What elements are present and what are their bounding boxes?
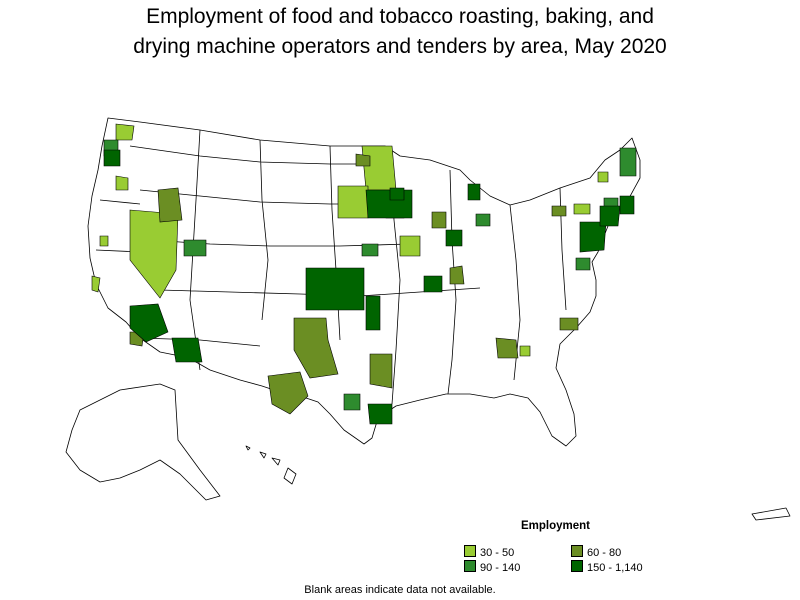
area-georgia-north [495, 337, 519, 359]
title-line-2: drying machine operators and tenders by … [133, 35, 667, 58]
legend-label-90-140: 90 - 140 [480, 562, 521, 574]
area-oregon-central [115, 175, 129, 191]
shaded-areas [91, 123, 637, 425]
footnote: Blank areas indicate data not available. [304, 584, 496, 596]
area-oklahoma [369, 353, 393, 389]
area-wisconsin-east [389, 187, 405, 201]
area-wisconsin [431, 211, 447, 229]
area-michigan-west [467, 183, 481, 201]
area-missouri [423, 275, 443, 293]
area-texas-central [343, 393, 361, 411]
legend-swatch-60-80 [571, 545, 583, 557]
area-oregon-portland [103, 149, 121, 167]
area-minnesota-south [337, 185, 369, 219]
area-pennsylvania [551, 205, 567, 217]
area-arizona-phoenix [171, 337, 203, 363]
area-virginia [575, 257, 591, 271]
area-kansas [305, 267, 365, 311]
legend-label-60-80: 60 - 80 [587, 547, 622, 559]
area-michigan [475, 213, 491, 227]
legend-label-30-50: 30 - 50 [480, 547, 515, 559]
area-iowa-south [399, 235, 421, 257]
area-nebraska [361, 243, 379, 257]
area-new-york [573, 203, 591, 215]
area-california-coast [91, 275, 101, 293]
alaska-outline [65, 383, 221, 501]
area-north-carolina [559, 317, 579, 331]
area-indiana [449, 265, 465, 285]
area-maine-north [619, 147, 637, 177]
legend-swatch-30-50 [464, 545, 476, 557]
area-idaho-southwest [157, 187, 183, 223]
map-title: Employment of food and tobacco roasting,… [0, 2, 800, 62]
hawaii-islands [245, 445, 297, 485]
area-california-north [99, 235, 109, 247]
legend-item-60-80: 60 - 80 [571, 545, 621, 559]
legend-item-90-140: 90 - 140 [464, 560, 520, 574]
legend-title: Employment [521, 520, 591, 532]
area-illinois-chicago [445, 229, 463, 247]
legend-swatch-90-140 [464, 560, 476, 572]
area-minnesota-minneapolis [365, 189, 413, 219]
area-north-dakota-east [361, 145, 397, 191]
legend-item-150-1140: 150 - 1,140 [571, 560, 643, 574]
legend-label-150-1140: 150 - 1,140 [587, 562, 643, 574]
area-massachusetts [619, 195, 635, 215]
area-texas-panhandle [293, 317, 339, 379]
area-georgia [519, 345, 531, 357]
area-kansas-east [365, 295, 381, 331]
legend-swatch-150-1140 [571, 560, 583, 572]
puerto-rico [751, 507, 791, 521]
area-washington-north [115, 123, 135, 141]
title-line-1: Employment of food and tobacco roasting,… [146, 5, 654, 28]
area-pennsylvania-east [579, 221, 607, 253]
area-maine-south [597, 171, 609, 183]
area-minnesota-north [355, 153, 371, 167]
map-base [65, 117, 791, 521]
area-southern-california [129, 303, 169, 343]
area-new-york-city [599, 205, 621, 227]
area-texas-west [267, 371, 309, 415]
area-utah [183, 239, 207, 257]
legend-item-30-50: 30 - 50 [464, 545, 514, 559]
area-texas-houston [367, 403, 393, 425]
